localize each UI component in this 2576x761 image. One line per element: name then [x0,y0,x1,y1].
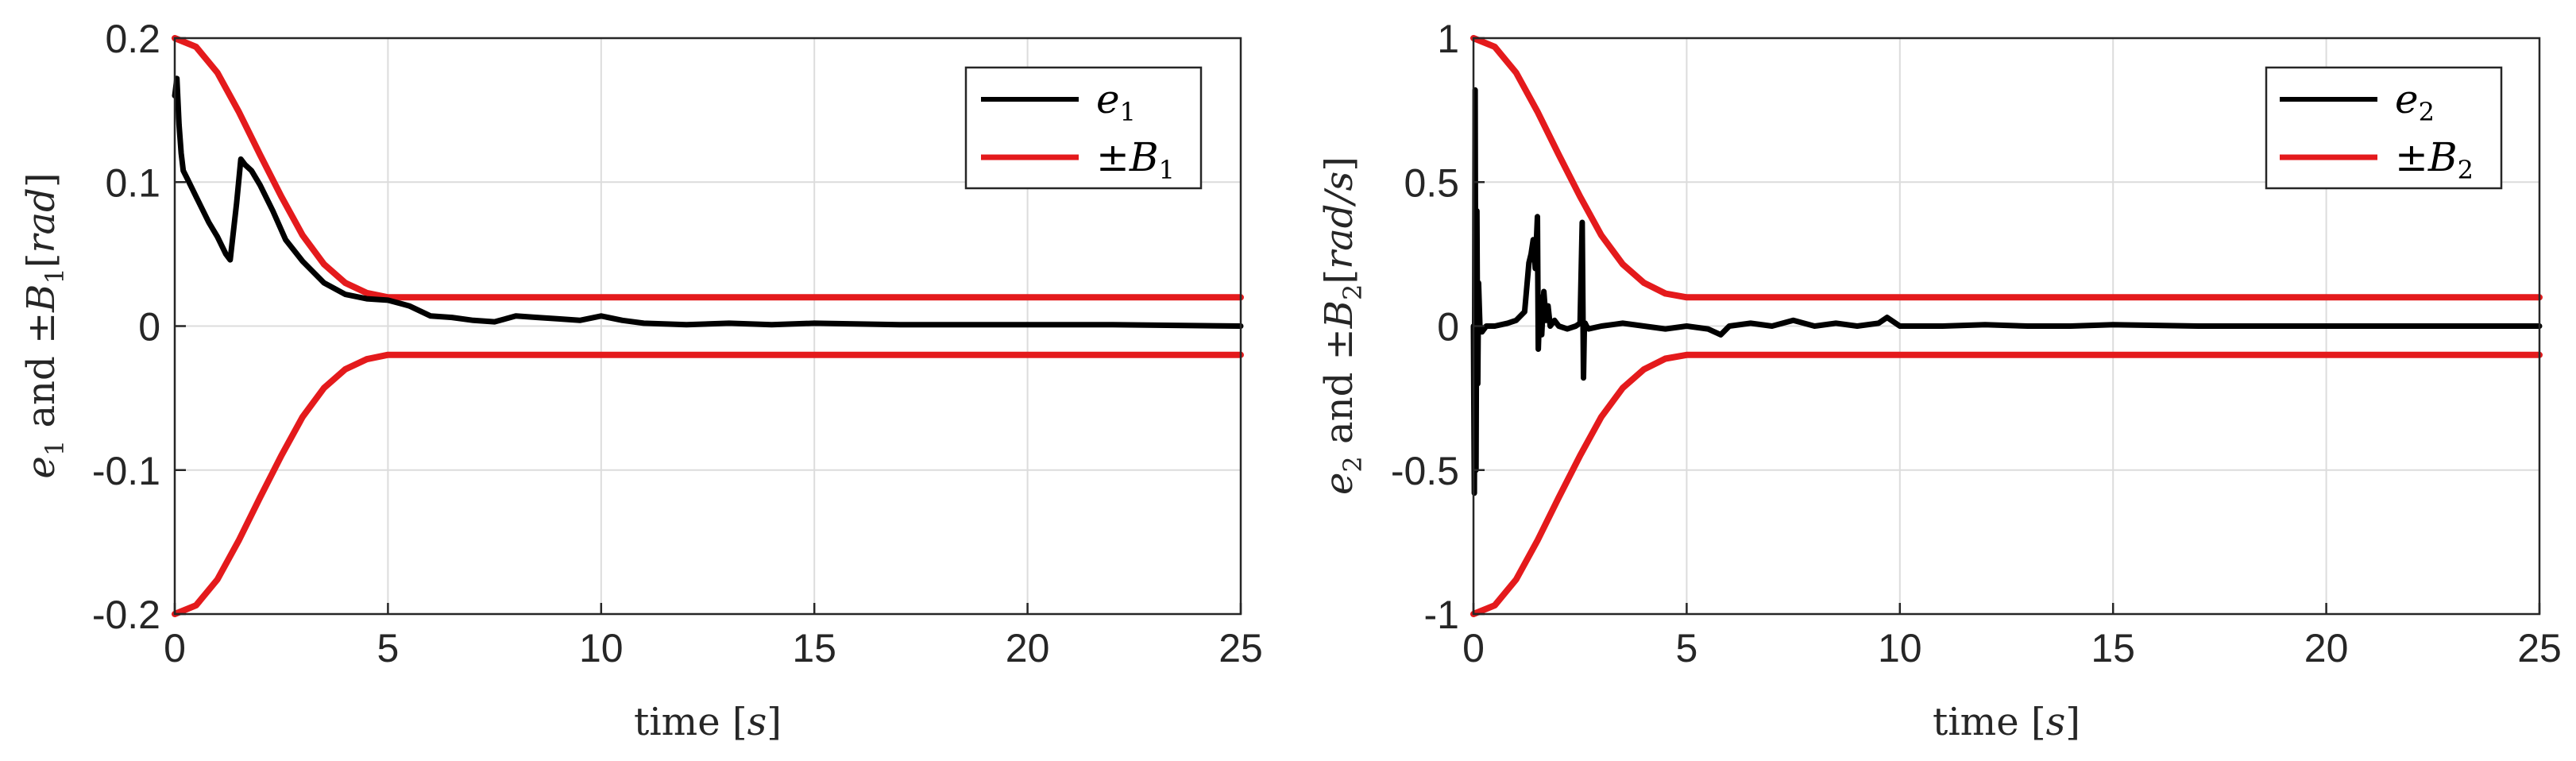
left-series-lower-bound-line [172,351,1244,617]
right-legend-box [2265,66,2503,190]
right-series-upper-bound-line [1470,35,2543,301]
left-chart-panel: 0 5 10 15 20 25 -0.2 -0.1 0 0.1 0.2 e1 and ±B1[rad… [19,17,1263,744]
left-series [172,35,1244,617]
right-chart-panel: 0 5 10 15 20 25-1-0.500.51 e2 and ±B2[rad/s] … [1317,17,2562,744]
left-x-axis-label: time [s] [634,700,782,744]
left-x-tick-label: 5 [377,626,399,670]
right-series [1470,35,2543,617]
right-x-tick-label: 15 [2091,626,2135,670]
right-y-axis-label: e2 and ±B2[rad/s] [1317,156,1368,495]
right-x-tick-label: 20 [2304,626,2349,670]
right-y-tick-label: 1 [1437,17,1459,61]
left-legend-label-e1: e1 [1096,76,1136,127]
right-x-tick-label: 10 [1878,626,1922,670]
right-x-tick-label: 25 [2517,626,2562,670]
left-tick-labels: 0 5 10 15 20 25 -0.2 -0.1 0 0.1 0.2 [92,17,1263,670]
right-x-tick-label: 5 [1675,626,1697,670]
left-x-tick-label: 20 [1006,626,1050,670]
right-y-tick-label: -0.5 [1391,449,1459,493]
left-x-tick-label: 15 [792,626,836,670]
right-tick-labels: 0 5 10 15 20 25 -1 -0.5 0 0.5 1 [1391,17,2562,670]
left-legend-label-b1: ±B1 [1096,134,1175,185]
left-y-tick-label: 0.1 [105,160,160,205]
left-y-tick-label: 0.2 [105,17,160,61]
right-legend: e2 ±B2 [2265,66,2503,190]
left-y-tick-label: -0.1 [92,449,160,493]
right-y-tick-label: 0 [1437,305,1459,350]
right-y-tick-label: -1 [1424,593,1459,637]
left-series-upper-bound-line [172,35,1244,301]
right-series-lower-bound-line [1470,351,2543,617]
left-x-tick-label: 10 [579,626,624,670]
left-legend-box [964,66,1203,190]
right-legend-label-e2: e2 [2395,76,2435,127]
right-series-error-line [1470,87,2543,496]
left-y-axis-label: e1 and ±B1[rad] [19,172,70,478]
right-x-axis-label: time [s] [1933,700,2080,744]
left-y-tick-label: -0.2 [92,593,160,637]
right-x-tick-label: 0 [1462,626,1485,670]
left-series-error-line [172,75,1244,329]
left-y-tick-label: 0 [138,305,160,350]
left-legend: e1 ±B1 [964,66,1203,190]
right-y-tick-label: 0.5 [1404,160,1459,205]
left-x-tick-label: 0 [164,626,186,670]
left-x-tick-label: 25 [1218,626,1263,670]
